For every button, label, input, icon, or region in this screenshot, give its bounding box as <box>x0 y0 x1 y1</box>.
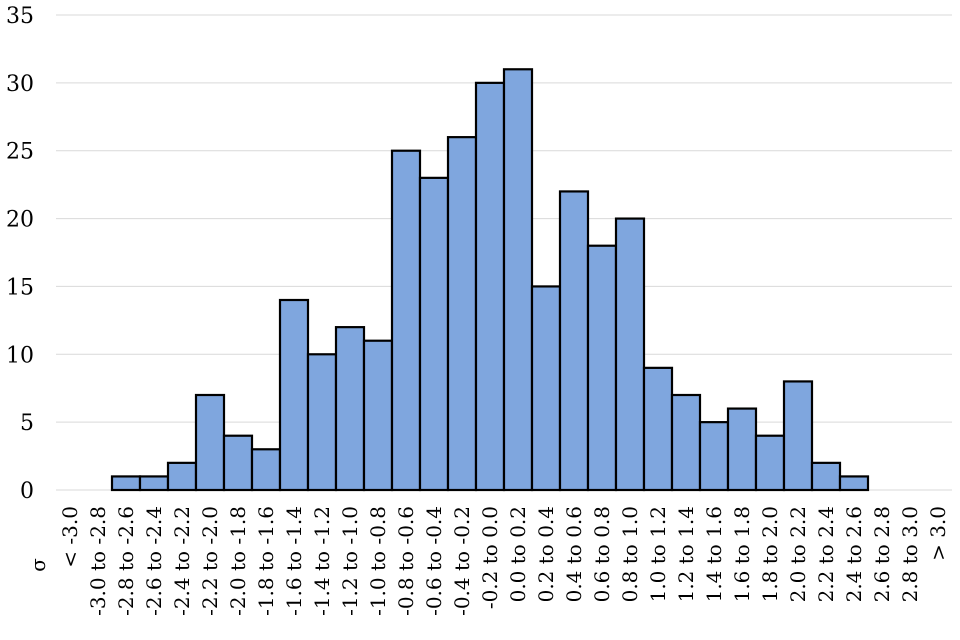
x-tick-label: 1.6 to 1.8 <box>730 506 754 602</box>
bars <box>110 68 870 492</box>
x-tick-label: 0.0 to 0.2 <box>506 506 530 602</box>
x-tick-label: -0.8 to -0.6 <box>394 506 418 616</box>
x-tick-label: 0.6 to 0.8 <box>590 506 614 602</box>
x-tick-label: -2.4 to -2.2 <box>170 506 194 616</box>
bar <box>194 393 226 492</box>
x-tick-label: -1.6 to -1.4 <box>282 506 306 616</box>
bar <box>670 393 702 492</box>
x-tick-label: 2.8 to 3.0 <box>898 506 922 602</box>
bar <box>334 326 366 492</box>
bar <box>502 68 534 492</box>
bar <box>446 136 478 492</box>
x-tick-label: 2.2 to 2.4 <box>814 506 838 602</box>
bar <box>698 421 730 492</box>
bar <box>642 366 674 492</box>
y-tick-label: 20 <box>6 208 34 233</box>
bar <box>754 434 786 492</box>
bar <box>838 475 870 492</box>
bar <box>166 461 198 492</box>
x-axis-ticks: < -3.0 -3.0 to -2.8 -2.8 to -2.6 -2.6 to -2… <box>58 506 950 616</box>
x-tick-label: 0.8 to 1.0 <box>618 506 642 602</box>
y-tick-label: 35 <box>6 4 34 29</box>
x-tick-label: 1.8 to 2.0 <box>758 506 782 602</box>
bar <box>250 448 282 492</box>
bar <box>222 434 254 492</box>
y-tick-label: 0 <box>20 479 34 504</box>
y-tick-label: 10 <box>6 343 34 368</box>
x-tick-label: 0.4 to 0.6 <box>562 506 586 602</box>
bar <box>110 475 142 492</box>
bar <box>390 149 422 492</box>
x-tick-label: 2.0 to 2.2 <box>786 506 810 602</box>
x-tick-label: -2.8 to -2.6 <box>114 506 138 616</box>
x-tick-label: 2.4 to 2.6 <box>842 506 866 602</box>
x-tick-label: > 3.0 <box>926 506 950 561</box>
bar <box>614 217 646 492</box>
x-tick-label: 1.2 to 1.4 <box>674 506 698 602</box>
bar <box>726 407 758 492</box>
bar <box>558 190 590 492</box>
bar <box>810 461 842 492</box>
x-tick-label: 0.2 to 0.4 <box>534 506 558 602</box>
bar <box>306 353 338 492</box>
x-tick-label: -2.0 to -1.8 <box>226 506 250 616</box>
x-tick-label: 1.0 to 1.2 <box>646 506 670 602</box>
bar <box>362 339 394 492</box>
y-tick-label: 25 <box>6 140 34 165</box>
bar <box>418 176 450 492</box>
bar <box>278 298 310 492</box>
y-tick-label: 30 <box>6 72 34 97</box>
bar <box>138 475 170 492</box>
x-tick-label: -3.0 to -2.8 <box>86 506 110 616</box>
x-tick-label: -1.8 to -1.6 <box>254 506 278 616</box>
x-tick-label: 2.6 to 2.8 <box>870 506 894 602</box>
x-tick-label: -0.6 to -0.4 <box>422 506 446 616</box>
x-tick-label: -1.4 to -1.2 <box>310 506 334 616</box>
bar <box>474 81 506 492</box>
y-tick-label: 5 <box>20 411 34 436</box>
bar <box>782 380 814 492</box>
bar <box>530 285 562 492</box>
x-tick-label: -0.4 to -0.2 <box>450 506 474 616</box>
x-tick-label: 1.4 to 1.6 <box>702 506 726 602</box>
x-tick-label: -1.0 to -0.8 <box>366 506 390 616</box>
x-axis-label: σ <box>26 558 50 572</box>
x-tick-label: -2.6 to -2.4 <box>142 506 166 616</box>
x-tick-label: -1.2 to -1.0 <box>338 506 362 616</box>
y-axis-ticks: 0 5 10 15 20 25 30 35 <box>6 4 34 504</box>
x-tick-label: -2.2 to -2.0 <box>198 506 222 616</box>
bar <box>586 244 618 492</box>
x-tick-label: -0.2 to 0.0 <box>478 506 502 609</box>
x-tick-label: < -3.0 <box>58 506 82 568</box>
y-tick-label: 15 <box>6 275 34 300</box>
